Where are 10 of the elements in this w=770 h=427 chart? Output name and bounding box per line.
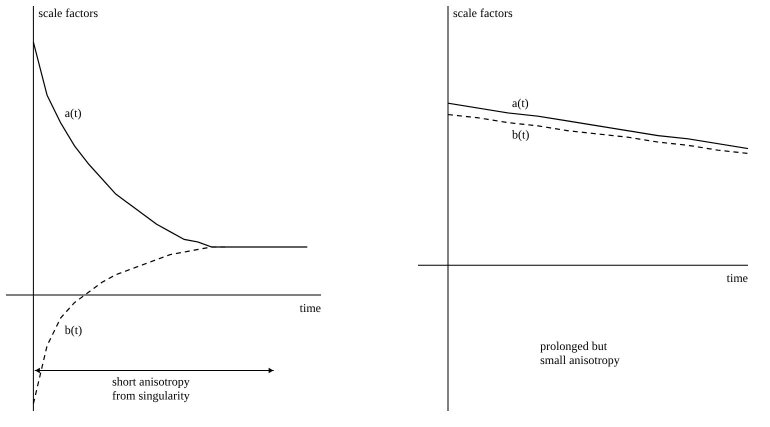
series-label: b(t)	[64, 322, 82, 337]
x-axis-title: time	[726, 271, 748, 286]
text: prolonged but small anisotropy	[540, 339, 620, 367]
series-label: a(t)	[64, 106, 82, 120]
x-axis-title: time	[300, 301, 321, 316]
series-label: b(t)	[512, 128, 530, 142]
y-axis-title: scale factors	[453, 6, 513, 20]
y-axis-title: scale factors	[38, 6, 98, 20]
series-label: a(t)	[512, 96, 529, 110]
annotation: short anisotropy from singularity	[112, 374, 190, 402]
